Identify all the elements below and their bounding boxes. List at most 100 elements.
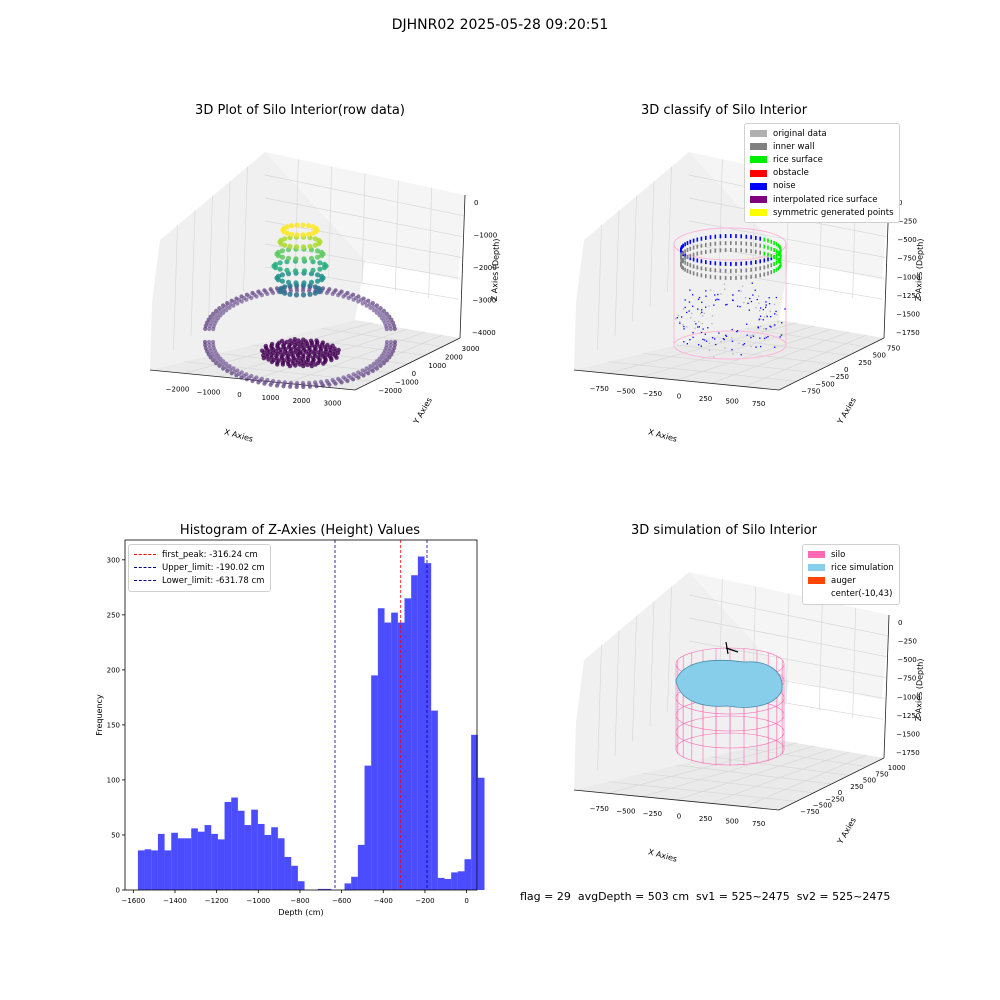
raw-point xyxy=(288,223,295,229)
classify-legend-label: original data xyxy=(773,128,827,139)
classify-point xyxy=(724,234,727,239)
classify-point xyxy=(730,241,732,245)
raw-point xyxy=(275,249,281,255)
sim-x-axis xyxy=(573,789,780,811)
classify-point xyxy=(709,267,712,272)
raw-point xyxy=(388,339,394,345)
simulation-plot-title: 3D simulation of Silo Interior xyxy=(631,523,817,538)
classify-point xyxy=(691,312,693,315)
raw-point xyxy=(288,338,293,343)
sim-legend-label: auger xyxy=(831,575,856,586)
raw-point xyxy=(392,323,397,328)
raw-point xyxy=(217,363,222,368)
classify-legend-label: interpolated rice surface xyxy=(773,194,878,205)
raw-point xyxy=(293,363,298,368)
raw-point xyxy=(259,293,264,298)
classify-point xyxy=(713,356,715,358)
sim-grid-line xyxy=(632,615,637,742)
classify-point xyxy=(759,337,761,339)
raw-point xyxy=(384,327,389,332)
classify-point xyxy=(719,261,722,266)
raw-point xyxy=(374,366,379,371)
classify-point xyxy=(750,249,752,254)
classify-point xyxy=(714,338,716,340)
histogram-bar xyxy=(317,888,325,890)
classify-legend-label: noise xyxy=(773,181,796,192)
classify-point xyxy=(705,242,707,247)
histogram-x-tick-label: 0 xyxy=(464,897,468,905)
raw-point xyxy=(288,231,295,237)
classify-point xyxy=(689,246,692,251)
classify-point xyxy=(696,265,699,270)
classify-point xyxy=(745,268,748,273)
classify-point xyxy=(711,315,714,317)
histogram-bar xyxy=(364,765,372,890)
sim-z-tick-label: −250 xyxy=(898,638,917,646)
raw-point xyxy=(371,304,376,309)
classify-point xyxy=(686,343,688,345)
histogram-bar xyxy=(344,883,352,890)
classify-point xyxy=(722,338,725,340)
histogram-bar xyxy=(144,849,152,890)
raw-point xyxy=(330,343,335,348)
raw-point xyxy=(280,362,286,367)
histogram-bar xyxy=(277,838,285,890)
classify-point xyxy=(775,242,778,247)
classify-y-tick-label: 750 xyxy=(887,345,900,353)
classify-point xyxy=(765,336,767,339)
classify-point xyxy=(692,271,695,276)
classify-point xyxy=(682,266,684,271)
raw-point xyxy=(381,308,386,313)
classify-point xyxy=(758,318,760,320)
histogram-y-tick-label: 300 xyxy=(107,556,120,564)
raw-point xyxy=(224,304,229,309)
classify-point xyxy=(702,338,704,340)
classify-point xyxy=(759,273,761,278)
classify-point xyxy=(723,338,725,341)
classify-point xyxy=(709,260,712,265)
raw-point xyxy=(220,307,225,312)
classify-point xyxy=(784,308,786,310)
classify-point xyxy=(700,273,703,278)
raw-point xyxy=(329,357,334,363)
raw-point xyxy=(221,303,226,308)
status-readout: flag = 29 avgDepth = 503 cm sv1 = 525~24… xyxy=(520,890,891,903)
classify-point xyxy=(735,241,737,246)
classify-grid-line xyxy=(667,166,672,292)
classify-point xyxy=(763,251,766,256)
raw-point xyxy=(356,370,361,375)
classify-points xyxy=(673,227,787,360)
classify-point xyxy=(723,283,726,285)
classify-point xyxy=(699,313,702,315)
histogram-y-tick-label: 0 xyxy=(116,887,120,895)
classify-point xyxy=(735,248,737,253)
classify-point xyxy=(686,326,688,328)
raw-point xyxy=(364,366,369,371)
histogram-bar xyxy=(264,834,272,890)
classify-point xyxy=(718,298,720,301)
classify-legend-swatch xyxy=(750,209,767,217)
histogram-bar xyxy=(397,622,405,890)
raw-point xyxy=(293,292,300,298)
histogram-bar xyxy=(164,850,172,890)
classify-point xyxy=(709,249,712,254)
classify-point xyxy=(701,322,703,325)
raw-point xyxy=(235,368,240,373)
raw-z-axis xyxy=(459,194,466,339)
histogram-y-tick-label: 100 xyxy=(107,776,120,784)
classify-point xyxy=(731,340,734,342)
raw-point xyxy=(221,359,226,364)
raw-point xyxy=(356,299,361,304)
classify-point xyxy=(745,261,748,266)
classify-point xyxy=(703,339,706,341)
classify-point xyxy=(724,248,727,253)
classify-point xyxy=(777,250,780,255)
sim-z-axis xyxy=(883,614,890,759)
classify-point xyxy=(763,337,766,340)
classify-point xyxy=(777,266,780,271)
raw-z-tick-label: −4000 xyxy=(472,329,496,337)
raw-point xyxy=(368,305,373,310)
classify-point xyxy=(714,275,717,280)
classify-legend-item: rice surface xyxy=(750,153,894,166)
classify-point xyxy=(714,241,717,246)
